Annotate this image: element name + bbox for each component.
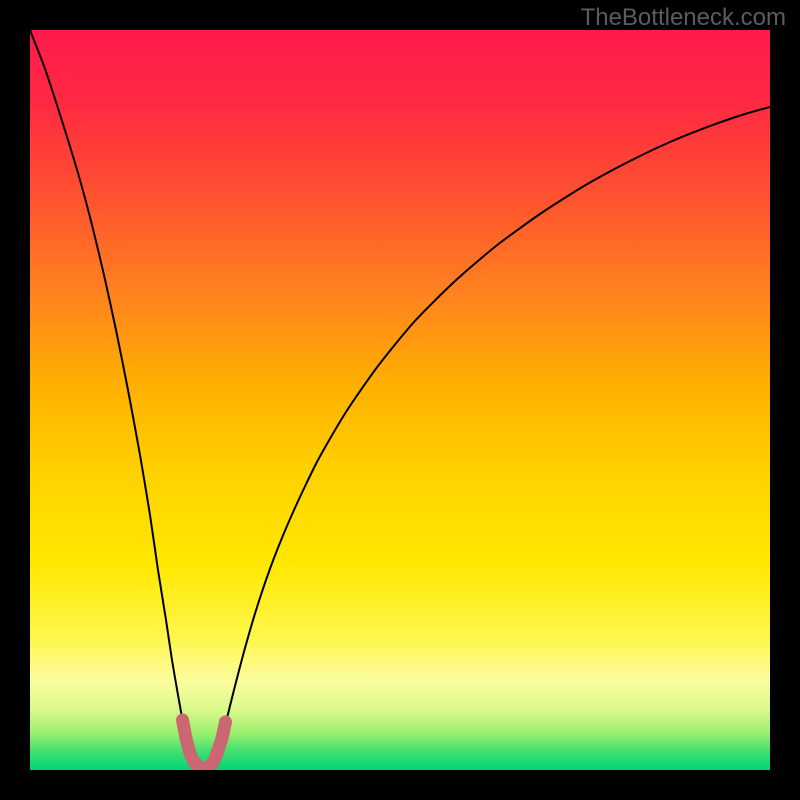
chart-plot	[0, 0, 800, 800]
gradient-background	[30, 30, 770, 770]
watermark-text: TheBottleneck.com	[581, 4, 786, 32]
